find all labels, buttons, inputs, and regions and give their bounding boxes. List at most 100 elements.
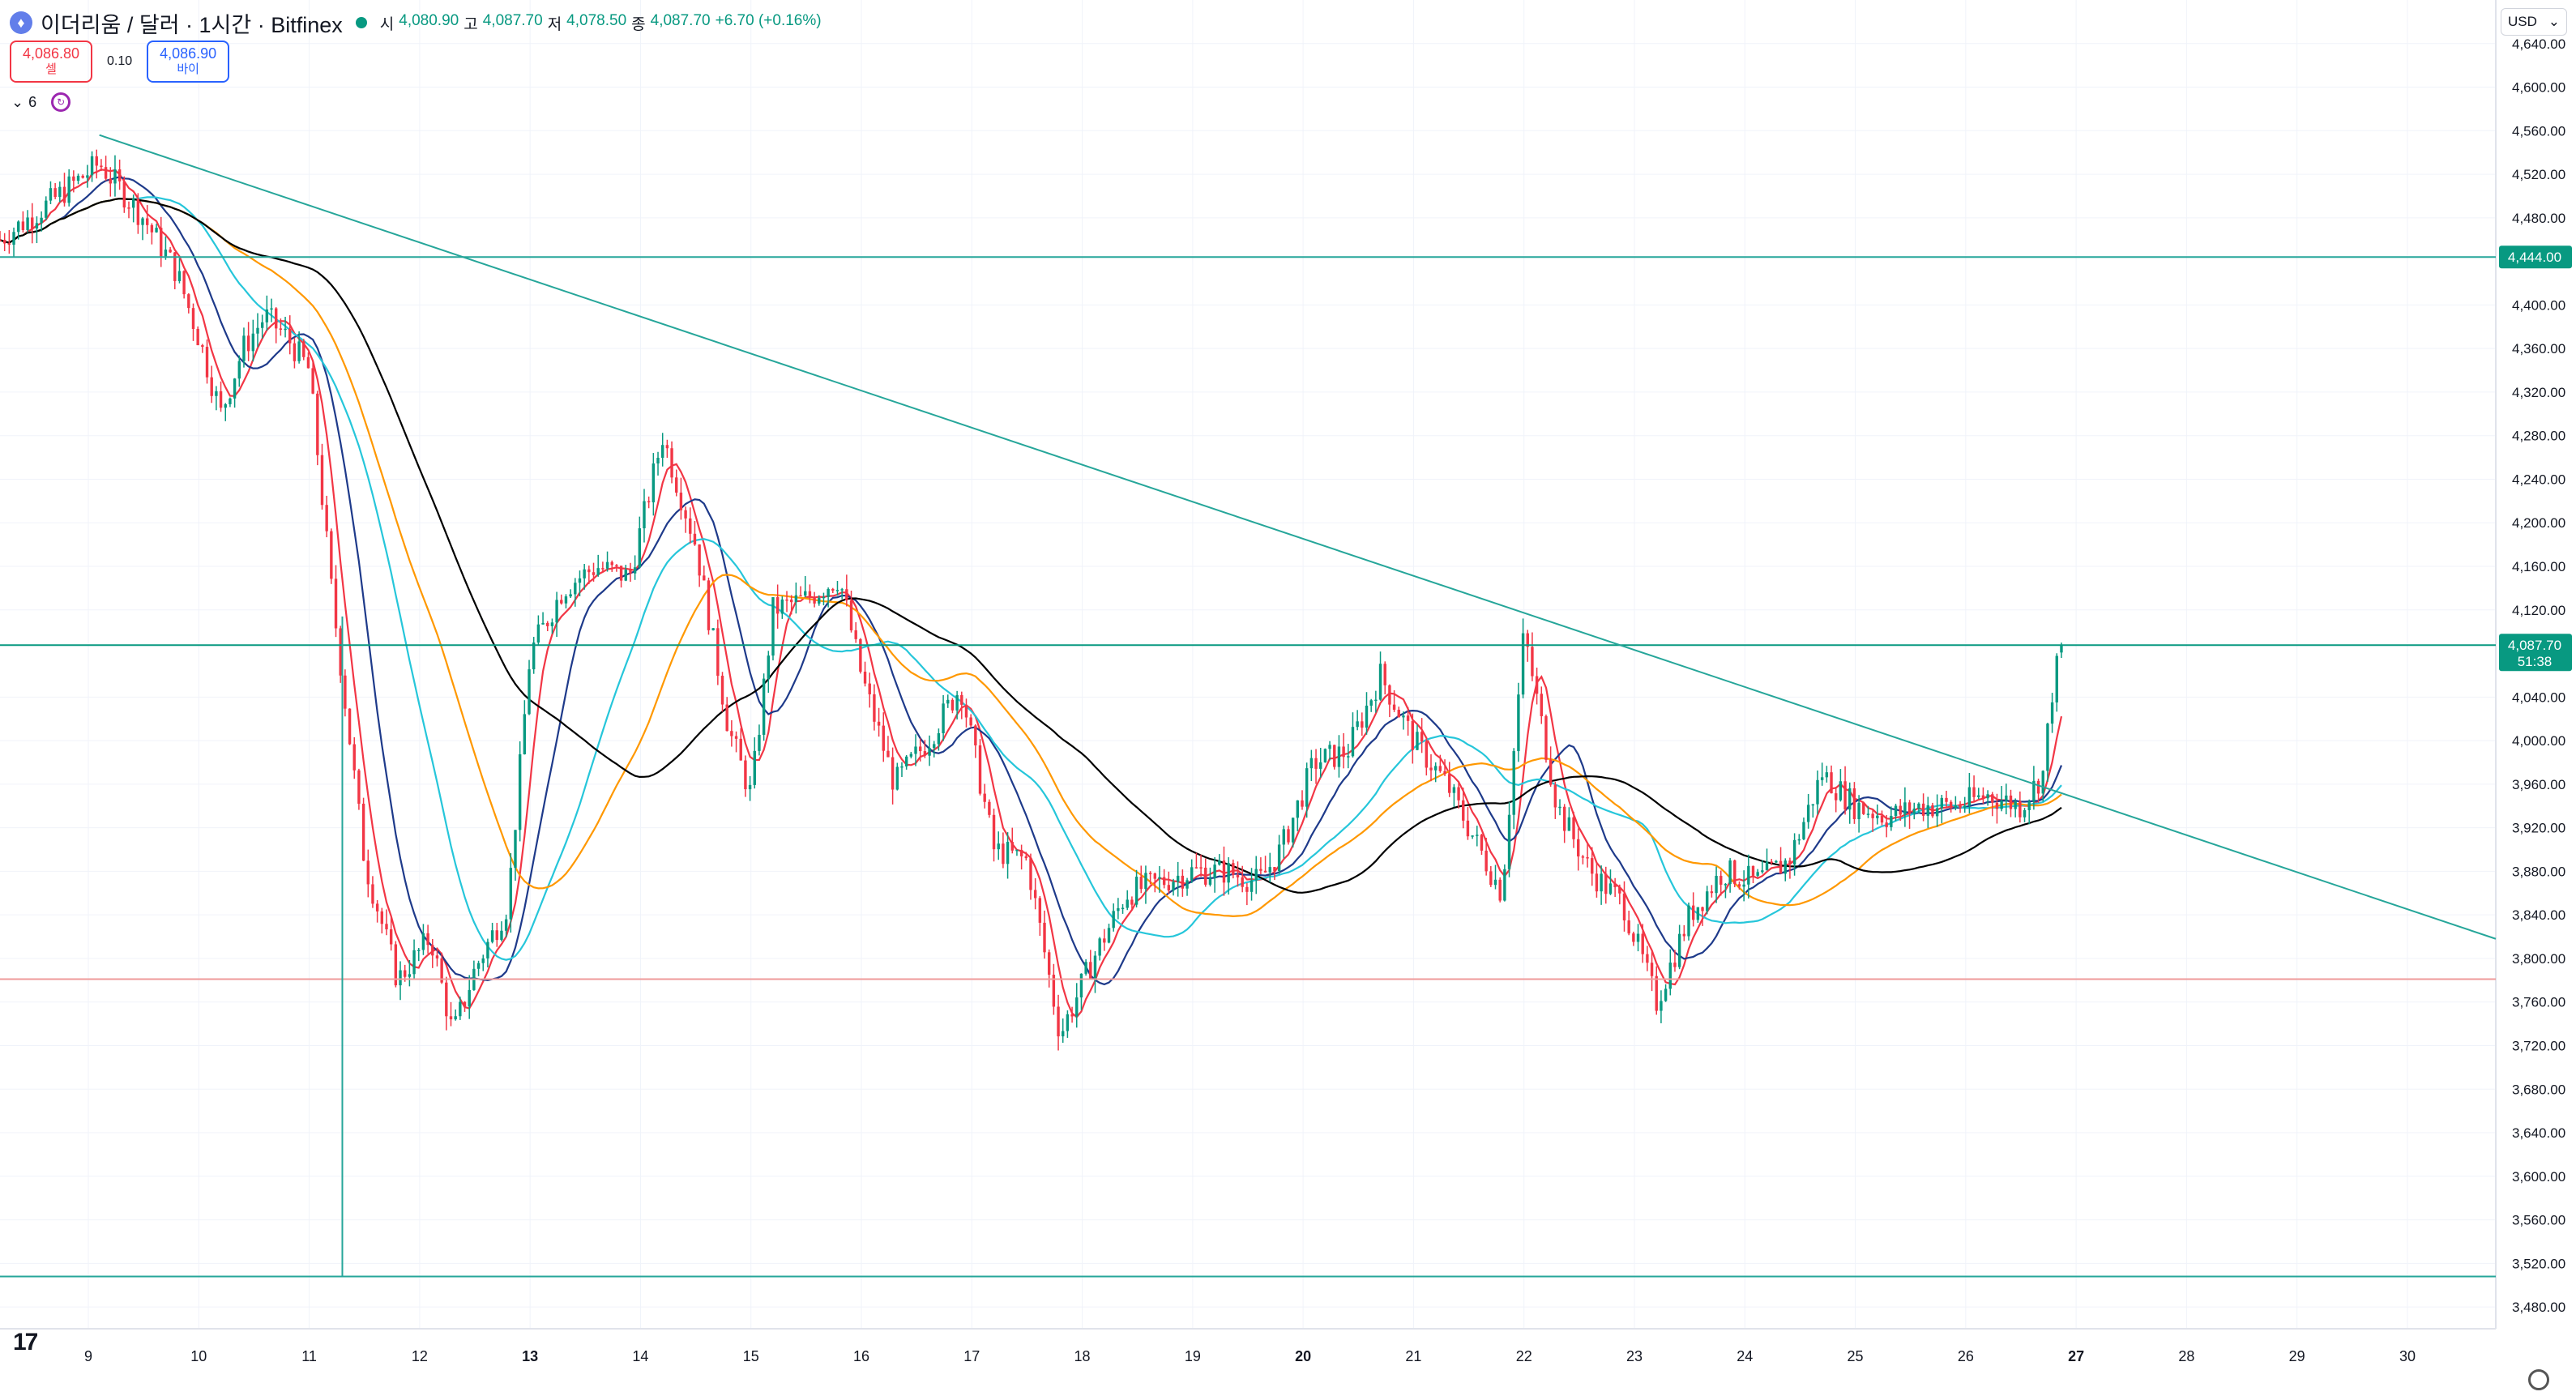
price-tick-label: 4,280.00 — [2512, 429, 2565, 444]
candle-body — [201, 345, 204, 348]
candle-body — [288, 328, 292, 344]
candle-body — [900, 766, 904, 768]
candle-body — [100, 165, 103, 168]
candle-body — [1577, 839, 1580, 857]
candle-body — [689, 518, 692, 534]
price-tick-label: 4,120.00 — [2512, 603, 2565, 618]
candle-body — [182, 271, 186, 295]
candle-body — [375, 903, 379, 911]
indicators-toggle[interactable]: ⌄ 6 — [11, 94, 36, 111]
candle-body — [2027, 801, 2031, 810]
candle-body — [1471, 835, 1474, 837]
time-tick-label: 16 — [853, 1348, 869, 1364]
candle-body — [17, 221, 20, 233]
candle-body — [1719, 876, 1723, 885]
candle-body — [81, 175, 84, 178]
candle-body — [1876, 815, 1879, 818]
candle-body — [1531, 647, 1534, 677]
currency-label: USD — [2508, 14, 2537, 29]
price-tick-label: 4,040.00 — [2512, 689, 2565, 705]
candle-body — [1438, 766, 1442, 771]
candle-body — [1963, 805, 1967, 808]
candle-body — [928, 748, 931, 756]
candle-body — [1079, 973, 1083, 998]
price-tick-label: 3,600.00 — [2512, 1169, 2565, 1185]
time-tick-label: 18 — [1074, 1348, 1091, 1364]
candle-body — [1282, 829, 1285, 845]
candle-body — [1907, 802, 1912, 814]
candle-body — [1139, 877, 1143, 890]
open-label: 시 — [379, 15, 395, 33]
candle-body — [426, 933, 429, 946]
time-tick-label: 24 — [1737, 1348, 1753, 1364]
candle-body — [1848, 788, 1852, 810]
candle-body — [1862, 802, 1865, 814]
candle-body — [1728, 860, 1732, 885]
candle-body — [978, 745, 982, 794]
high-value: 4,087.70 — [482, 11, 543, 29]
candle-body — [1903, 802, 1907, 815]
candle-body — [481, 958, 485, 963]
candle-body — [1075, 997, 1079, 1017]
tradingview-logo-icon[interactable]: 17 — [13, 1329, 38, 1355]
candle-body — [177, 271, 182, 281]
candle-body — [1562, 806, 1566, 831]
symbol-title[interactable]: 이더리움 / 달러 · 1시간 · Bitfinex — [41, 12, 343, 37]
candle-body — [1660, 1001, 1663, 1011]
candle-body — [1751, 865, 1755, 876]
candle-body — [1222, 860, 1226, 883]
currency-select[interactable]: USD ⌄ — [2501, 8, 2567, 36]
candle-body — [624, 570, 627, 581]
price-tick-label: 4,600.00 — [2512, 80, 2565, 96]
candle-body — [49, 188, 53, 201]
candle-body — [1057, 1006, 1060, 1037]
candle-body — [716, 628, 720, 677]
sync-icon[interactable]: ↻ — [51, 92, 71, 112]
candle-body — [1038, 898, 1042, 923]
candle-body — [361, 803, 365, 861]
price-tick-label: 3,960.00 — [2512, 777, 2565, 792]
sell-button[interactable]: 4,086.80 셀 — [10, 41, 92, 83]
candle-body — [334, 578, 338, 629]
candle-body — [150, 224, 154, 233]
candle-body — [868, 683, 871, 694]
candle-body — [1452, 787, 1456, 793]
candle-body — [1480, 835, 1484, 851]
candle-body — [1227, 863, 1230, 883]
candle-body — [541, 622, 545, 625]
candle-body — [789, 600, 793, 603]
settings-gear-icon[interactable] — [2528, 1369, 2549, 1390]
price-tick-label: 3,760.00 — [2512, 995, 2565, 1010]
grid — [0, 0, 2496, 1329]
candle-body — [2000, 800, 2003, 809]
candle-body — [1462, 800, 1465, 821]
time-tick-label: 13 — [522, 1348, 538, 1364]
candle-body — [514, 830, 517, 869]
candle-body — [1779, 860, 1783, 874]
buy-button[interactable]: 4,086.90 바이 — [147, 41, 230, 83]
candle-body — [459, 1001, 462, 1017]
candle-body — [574, 583, 577, 595]
candle-body — [1991, 794, 1994, 803]
time-tick-label: 30 — [2399, 1348, 2416, 1364]
candle-body — [863, 671, 867, 684]
candle-body — [748, 784, 752, 790]
candle-body — [169, 250, 172, 253]
candle-body — [909, 753, 913, 757]
time-tick-label: 17 — [963, 1348, 980, 1364]
candle-body — [1029, 858, 1032, 890]
price-tick-label: 4,640.00 — [2512, 36, 2565, 52]
price-label-box — [2499, 245, 2572, 269]
candle-body — [684, 510, 687, 519]
candle-body — [1857, 802, 1860, 820]
candle-body — [320, 455, 324, 506]
price-tick-label: 4,520.00 — [2512, 167, 2565, 182]
candle-body — [578, 578, 582, 583]
candle-body — [352, 744, 356, 771]
candle-body — [1696, 907, 1700, 920]
candle-body — [1309, 758, 1314, 769]
price-tick-label: 3,880.00 — [2512, 864, 2565, 879]
candle-body — [1668, 963, 1672, 989]
candle-body — [270, 308, 273, 310]
